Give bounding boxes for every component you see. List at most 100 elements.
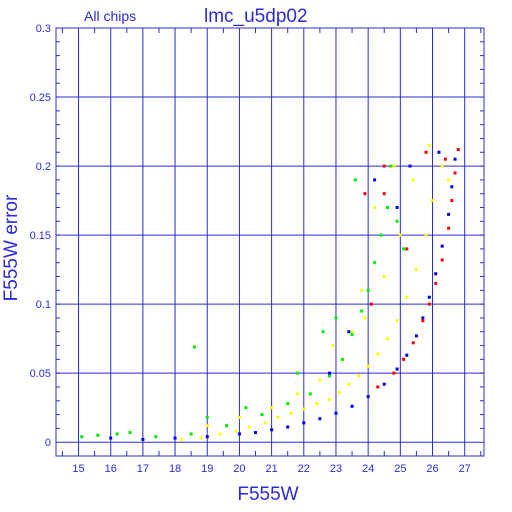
data-point <box>295 371 299 375</box>
plot-frame <box>55 27 485 457</box>
data-point <box>373 261 377 265</box>
data-point <box>434 281 438 285</box>
data-point <box>321 330 325 334</box>
data-point <box>405 295 409 299</box>
data-point <box>424 150 428 154</box>
data-point <box>154 435 158 439</box>
data-point <box>395 319 399 323</box>
data-point <box>427 295 431 299</box>
data-point <box>218 432 222 436</box>
data-point <box>205 415 209 419</box>
data-point <box>447 212 451 216</box>
data-point <box>450 199 454 203</box>
data-point <box>254 431 258 435</box>
data-point <box>237 432 241 436</box>
data-point <box>192 345 196 349</box>
x-tick-label: 20 <box>233 463 245 475</box>
data-point <box>411 178 415 182</box>
data-point <box>315 402 319 406</box>
y-tick-label: 0.15 <box>30 230 51 242</box>
data-point <box>115 432 119 436</box>
data-point <box>366 395 370 399</box>
data-point <box>328 371 332 375</box>
y-tick-labels: 0 0.05 0.1 0.15 0.2 0.25 0.3 <box>30 23 51 449</box>
data-point <box>234 429 238 433</box>
data-point <box>414 268 418 272</box>
data-point <box>205 424 209 428</box>
data-point <box>276 415 280 419</box>
chart-title: lmc_u5dp02 <box>204 6 308 27</box>
data-point <box>450 185 454 189</box>
data-point <box>356 374 360 378</box>
data-point <box>334 316 338 320</box>
x-tick-label: 27 <box>459 463 471 475</box>
data-point <box>286 425 290 429</box>
data-point <box>141 437 145 441</box>
data-point <box>366 364 370 368</box>
data-point <box>260 413 264 417</box>
x-tick-label: 22 <box>298 463 310 475</box>
data-point <box>382 382 386 386</box>
data-point <box>427 143 431 147</box>
data-point <box>360 288 364 292</box>
data-point <box>350 330 354 334</box>
data-point <box>328 397 332 401</box>
data-point <box>328 374 332 378</box>
data-point <box>405 247 409 251</box>
x-tick-label: 25 <box>394 463 406 475</box>
data-point <box>334 411 338 415</box>
data-point <box>331 344 335 348</box>
data-point <box>447 226 451 230</box>
data-point <box>434 272 438 276</box>
grid <box>56 27 484 456</box>
x-tick-label: 17 <box>137 463 149 475</box>
data-point <box>360 309 364 313</box>
y-tick-label: 0.05 <box>30 368 51 380</box>
data-point <box>295 392 299 396</box>
data-point <box>363 316 367 320</box>
data-point <box>270 428 274 432</box>
data-point <box>382 275 386 279</box>
data-point <box>205 435 209 439</box>
data-point <box>405 353 409 357</box>
data-point <box>350 333 354 337</box>
data-point <box>302 407 306 411</box>
data-point <box>376 352 380 356</box>
data-point <box>337 390 341 394</box>
data-point <box>247 425 251 429</box>
data-point <box>340 357 344 361</box>
data-points <box>80 143 460 441</box>
data-point <box>225 424 229 428</box>
x-tick-label: 23 <box>330 463 342 475</box>
data-point <box>369 302 373 306</box>
data-point <box>128 431 132 435</box>
data-point <box>318 378 322 382</box>
data-point <box>379 233 383 237</box>
data-point <box>456 147 460 151</box>
x-axis-label: F555W <box>237 484 298 505</box>
x-tick-label: 26 <box>426 463 438 475</box>
data-point <box>453 157 457 161</box>
data-point <box>173 436 177 440</box>
data-point <box>189 432 193 436</box>
data-point <box>392 164 396 168</box>
data-point <box>398 233 402 237</box>
x-tick-labels: 15 16 17 18 19 20 21 22 23 24 25 26 27 <box>72 463 470 475</box>
data-point <box>440 164 444 168</box>
data-point <box>376 385 380 389</box>
chart-subtitle: All chips <box>84 8 136 24</box>
data-point <box>308 392 312 396</box>
data-point <box>395 367 399 371</box>
data-point <box>373 178 377 182</box>
data-point <box>109 436 113 440</box>
data-point <box>347 330 351 334</box>
y-tick-label: 0.25 <box>30 92 51 104</box>
data-point <box>318 417 322 421</box>
data-point <box>431 199 435 203</box>
data-point <box>80 435 84 439</box>
data-point <box>289 411 293 415</box>
data-point <box>385 337 389 341</box>
data-point <box>180 437 184 441</box>
data-point <box>270 406 274 410</box>
y-tick-label: 0 <box>45 437 51 449</box>
